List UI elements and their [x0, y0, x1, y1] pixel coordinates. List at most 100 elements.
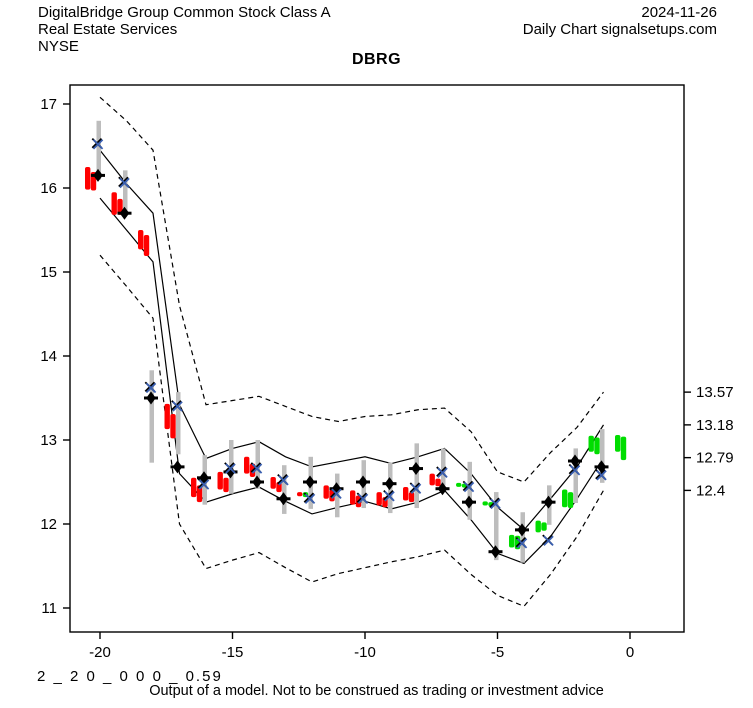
range-bar	[600, 429, 605, 483]
actual-diamond-marker	[517, 523, 527, 537]
actual-diamond-marker	[490, 545, 501, 559]
right-axis-forecast-labels: 13.57 13.18 12.79 12.4	[684, 384, 734, 499]
range-bar	[441, 448, 446, 486]
up-candle	[541, 522, 547, 531]
axis-tick-label: 12.79	[696, 450, 734, 467]
down-candle	[111, 192, 117, 215]
axis-tick-label: -5	[491, 644, 504, 661]
down-candle	[138, 230, 144, 250]
forecast-x-marker	[304, 493, 316, 505]
forecast-x-marker	[119, 177, 130, 189]
actual-diamond-marker	[596, 460, 607, 474]
down-candle	[223, 477, 229, 493]
ticker-title: DBRG	[351, 51, 402, 68]
forecast-x-marker	[543, 535, 554, 547]
actual-diamond-marker	[464, 495, 474, 509]
down-candle	[244, 456, 250, 474]
forecast-x-marker	[278, 475, 289, 486]
forecast-x-marker	[198, 479, 210, 490]
down-candle	[196, 485, 203, 503]
range-bar	[520, 512, 525, 563]
axis-tick-label: 11	[41, 600, 57, 617]
forecast-x-marker	[145, 382, 157, 394]
actual-diamond-marker	[437, 482, 448, 496]
actual-diamond-marker	[172, 460, 183, 474]
down-candle	[297, 492, 303, 497]
forecast-x-marker	[225, 463, 236, 474]
actual-diamond-marker	[384, 477, 395, 491]
forecast-x-marker	[437, 467, 448, 478]
axis-tick-label: 14	[40, 348, 57, 365]
axis-tick-label: 13.57	[696, 384, 734, 401]
down-candle	[403, 487, 409, 501]
up-candle	[509, 534, 515, 548]
forecast-x-marker	[569, 465, 581, 476]
actual-diamond-marker	[146, 391, 156, 405]
axis-tick-label: 12.4	[696, 482, 725, 499]
actual-diamond-marker	[278, 492, 289, 506]
down-candle	[376, 492, 382, 506]
forecast-x-marker	[331, 488, 342, 499]
model-code: 2 _ 2 0 _ 0 0 0 _ 0.59	[37, 668, 223, 685]
forecast-x-marker	[516, 538, 528, 549]
down-candle	[217, 471, 223, 490]
chart-kind-label: Daily Chart signalsetups.com	[522, 21, 717, 38]
down-candle	[429, 473, 435, 486]
up-candle	[615, 434, 621, 452]
axis-tick-label: -20	[89, 644, 111, 661]
actual-diamond-marker	[93, 168, 103, 182]
down-candle	[117, 198, 123, 215]
up-candle	[588, 435, 594, 452]
actual-diamond-marker	[119, 206, 130, 220]
forecast-x-marker	[251, 463, 263, 474]
upper-outer-band-line	[99, 96, 604, 483]
down-candle	[143, 235, 150, 257]
down-candle	[270, 476, 276, 489]
company-name: DigitalBridge Group Common Stock Class A	[38, 4, 331, 21]
forecast-x-marker	[92, 139, 104, 150]
down-candle	[85, 167, 91, 190]
up-candle	[567, 492, 574, 509]
down-candle	[435, 478, 441, 487]
candles-layer	[85, 167, 627, 550]
actual-diamond-marker	[305, 475, 315, 489]
forecast-x-marker	[596, 470, 607, 481]
markers-layer	[91, 137, 609, 559]
range-bar	[467, 461, 472, 520]
range-bar	[149, 370, 154, 463]
axis-tick-label: 16	[40, 180, 57, 197]
axis-tick-label: 13	[40, 432, 57, 449]
range-bar	[96, 120, 101, 180]
axis-tick-label: 13.18	[696, 417, 734, 434]
axis-tick-label: -10	[354, 644, 376, 661]
actual-diamond-marker	[252, 475, 262, 489]
upper-inner-band-line	[99, 149, 605, 531]
axis-tick-label: -15	[222, 644, 244, 661]
disclaimer-text: Output of a model. Not to be construed a…	[149, 683, 604, 699]
up-candle	[456, 482, 462, 487]
up-candle	[482, 501, 488, 506]
exchange-label: NYSE	[38, 38, 79, 55]
axes-layer: 11 12 13 14 15 16 17 -20 -15 -10 -5 0	[40, 84, 685, 661]
axis-tick-label: 15	[40, 264, 57, 281]
range-bar	[494, 492, 499, 561]
range-bar	[414, 443, 419, 509]
actual-diamond-marker	[411, 462, 421, 476]
axis-tick-label: 12	[40, 516, 57, 533]
down-candle	[323, 485, 329, 499]
range-bar	[123, 170, 128, 214]
forecast-x-marker	[463, 481, 475, 493]
actual-diamond-marker	[358, 475, 368, 489]
range-bar	[282, 465, 287, 514]
axis-tick-label: 17	[40, 96, 57, 113]
forecast-x-marker	[357, 493, 369, 505]
range-bar	[573, 448, 578, 503]
down-candle	[408, 492, 415, 503]
lower-outer-band-line	[99, 254, 605, 608]
lower-inner-band-line	[99, 197, 605, 565]
up-candle	[594, 437, 600, 455]
sector-label: Real Estate Services	[38, 21, 178, 38]
forecast-x-marker	[384, 491, 395, 502]
